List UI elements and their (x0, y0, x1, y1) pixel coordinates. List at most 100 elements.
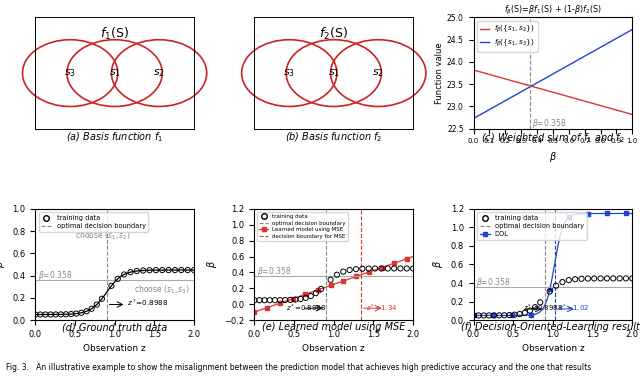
Point (608, 275, 618, 281)
Text: $\beta$=0.358: $\beta$=0.358 (476, 276, 510, 289)
Point (291, 296, 301, 303)
Point (316, 286, 326, 292)
Text: Fig. 3.   An illustrative example to show the misalignment between the predictio: Fig. 3. An illustrative example to show … (6, 364, 591, 372)
Text: choose $(s_1, s_2)$: choose $(s_1, s_2)$ (75, 230, 131, 242)
Point (35, 312, 45, 318)
Point (163, 267, 173, 273)
Text: $s_2$: $s_2$ (372, 67, 384, 79)
Point (489, 312, 499, 319)
Point (602, 275, 612, 282)
Point (351, 266, 361, 272)
Point (176, 267, 186, 273)
Point (145, 267, 155, 273)
Point (383, 265, 393, 272)
Point (408, 265, 419, 272)
Point (97, 296, 107, 302)
Text: $f_2$(S): $f_2$(S) (319, 26, 348, 42)
Text: (b) Basis function $f_2$: (b) Basis function $f_2$ (285, 131, 383, 144)
Point (595, 275, 605, 282)
Legend: training data, optimal decision boundary, Learned model using MSE, decision boun: training data, optimal decision boundary… (257, 211, 348, 241)
Point (583, 275, 593, 282)
Point (275, 297, 285, 303)
Point (125, 269, 136, 275)
Point (357, 266, 367, 272)
Point (332, 272, 342, 278)
X-axis label: Observation z: Observation z (83, 345, 146, 353)
Point (557, 279, 568, 285)
Point (468, 312, 479, 319)
Point (627, 275, 637, 281)
Legend: $f_\beta(\{s_1, s_2\})$, $f_\beta(\{s_1, s_3\})$: $f_\beta(\{s_1, s_2\})$, $f_\beta(\{s_1,… (477, 21, 538, 52)
Point (66, 311, 76, 317)
Point (151, 267, 161, 273)
Point (474, 312, 484, 319)
Point (296, 296, 306, 302)
Point (259, 297, 269, 303)
Point (56, 311, 66, 317)
Text: (f) Decision-Oriented-Learning results: (f) Decision-Oriented-Learning results (461, 322, 640, 332)
Point (113, 276, 123, 282)
Point (51, 311, 61, 317)
Point (545, 288, 555, 294)
Point (311, 290, 321, 296)
Point (396, 265, 406, 272)
Point (621, 275, 631, 281)
Point (254, 297, 264, 303)
Text: $s_3$: $s_3$ (284, 67, 295, 79)
X-axis label: Observation z: Observation z (302, 345, 365, 353)
Point (525, 308, 535, 314)
Point (376, 265, 387, 272)
Point (285, 297, 296, 303)
Point (45, 312, 56, 318)
Text: $s_2$: $s_2$ (153, 67, 165, 79)
Point (370, 265, 380, 272)
Point (249, 297, 259, 303)
Text: $\beta$=0.358: $\beta$=0.358 (532, 117, 566, 130)
Point (570, 276, 580, 282)
Point (280, 297, 291, 303)
Point (71, 310, 81, 317)
Text: $f_1$(S): $f_1$(S) (100, 26, 129, 42)
Point (61, 311, 71, 317)
Point (520, 310, 530, 316)
Y-axis label: $\beta$: $\beta$ (431, 260, 445, 268)
Point (499, 312, 509, 318)
Point (535, 299, 545, 305)
Text: $z^*$=1.02: $z^*$=1.02 (559, 303, 589, 314)
Text: $z^*$=0.8988: $z^*$=0.8988 (286, 303, 326, 314)
Text: $z^*$=0.8988: $z^*$=0.8988 (524, 303, 564, 314)
Y-axis label: Function value: Function value (435, 42, 444, 104)
Text: $s_3$: $s_3$ (64, 67, 76, 79)
Text: $z^*$=0.8988: $z^*$=0.8988 (127, 298, 169, 309)
Point (269, 297, 280, 303)
Text: (a) Basis function $f_1$: (a) Basis function $f_1$ (66, 131, 163, 144)
Point (301, 295, 311, 301)
Point (40, 312, 51, 318)
Point (614, 275, 625, 281)
Text: $\beta$=0.358: $\beta$=0.358 (38, 269, 72, 282)
Text: $s_1$: $s_1$ (328, 67, 340, 79)
Point (170, 267, 180, 273)
Point (564, 277, 574, 283)
Point (504, 312, 515, 318)
Point (92, 301, 102, 308)
Point (589, 275, 599, 282)
Point (484, 312, 494, 319)
Y-axis label: $\beta$: $\beta$ (205, 260, 219, 268)
Point (402, 265, 412, 272)
Point (509, 312, 520, 318)
Point (106, 283, 116, 289)
Text: $s_1$: $s_1$ (109, 67, 120, 79)
Point (530, 304, 540, 310)
Text: (e) Learned model using MSE: (e) Learned model using MSE (262, 322, 406, 332)
Point (138, 267, 148, 274)
Point (344, 267, 355, 273)
Legend: training data, optimal decision boundary, DOL: training data, optimal decision boundary… (477, 212, 586, 239)
Text: choose $(s_1, s_3)$: choose $(s_1, s_3)$ (134, 283, 189, 296)
Point (86, 306, 97, 312)
Point (551, 282, 561, 289)
Point (30, 312, 40, 318)
Title: $f_\beta$(S)=$\beta f_1$(S) + (1-$\beta$)$f_2$(S): $f_\beta$(S)=$\beta f_1$(S) + (1-$\beta$… (504, 4, 602, 17)
Point (338, 268, 348, 275)
Point (76, 310, 86, 316)
